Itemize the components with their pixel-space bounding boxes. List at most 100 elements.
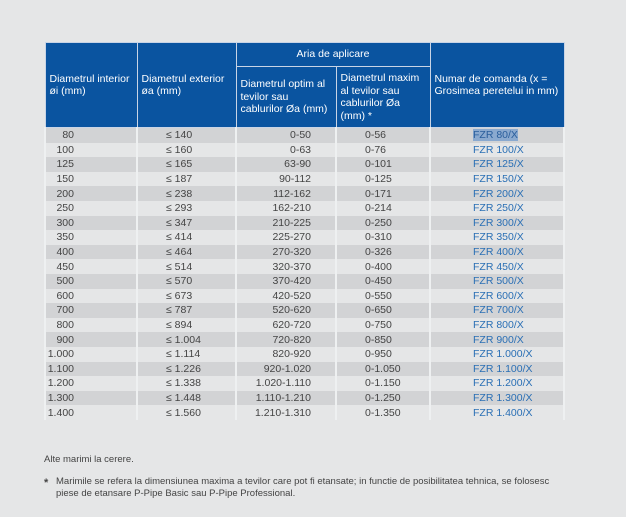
outer-diameter-value: ≤ 160 (166, 143, 193, 156)
order-number-value: FZR 700/X (473, 304, 524, 317)
header-application-range: Aria de aplicare (235, 42, 431, 67)
table-row: 600 ≤ 673 420-520 0-550 FZR 600/X (44, 288, 565, 304)
cell-outer-diameter: ≤ 414 (136, 230, 237, 245)
optimal-range-value: 63-90 (284, 158, 311, 171)
cell-optimal-range: 112-162 (235, 186, 337, 201)
order-number-value: FZR 1.400/X (473, 406, 533, 419)
outer-diameter-value: ≤ 464 (166, 246, 193, 259)
cell-max-range: 0-1.050 (335, 361, 431, 377)
cell-outer-diameter: ≤ 1.114 (136, 346, 237, 362)
cell-order-number: FZR 1.400/X (429, 405, 565, 420)
optimal-range-value: 920-1.020 (263, 362, 311, 375)
max-range-value: 0-1.250 (365, 391, 401, 404)
cell-max-range: 0-101 (335, 157, 431, 172)
outer-diameter-value: ≤ 165 (166, 158, 193, 171)
cell-optimal-range: 270-320 (235, 244, 337, 260)
outer-diameter-value: ≤ 514 (166, 260, 193, 273)
table-row: 500 ≤ 570 370-420 0-450 FZR 500/X (44, 273, 565, 289)
cell-max-range: 0-214 (335, 200, 431, 216)
cell-max-range: 0-250 (335, 215, 431, 231)
cell-outer-diameter: ≤ 160 (136, 142, 237, 158)
cell-max-range: 0-56 (335, 127, 431, 143)
inner-diameter-value: 800 (56, 319, 74, 332)
max-range-value: 0-400 (365, 260, 392, 273)
cell-outer-diameter: ≤ 514 (136, 259, 237, 274)
cell-optimal-range: 1.110-1.210 (235, 390, 337, 406)
optimal-range-value: 210-225 (272, 216, 311, 229)
cell-max-range: 0-400 (335, 259, 431, 274)
optimal-range-value: 820-920 (272, 348, 311, 361)
max-range-value: 0-1.350 (365, 406, 401, 419)
cell-inner-diameter: 400 (44, 244, 138, 260)
cell-max-range: 0-750 (335, 317, 431, 333)
order-number-value: FZR 150/X (473, 173, 524, 186)
cell-outer-diameter: ≤ 1.004 (136, 332, 237, 347)
order-number-value: FZR 500/X (473, 275, 524, 288)
order-number-value: FZR 300/X (473, 216, 524, 229)
inner-diameter-value: 1.400 (47, 406, 74, 419)
cell-max-range: 0-950 (335, 346, 431, 362)
outer-diameter-value: ≤ 1.004 (166, 333, 201, 346)
header-outer-diameter: Diametrul exterior øa (mm) (136, 42, 237, 128)
cell-max-range: 0-550 (335, 288, 431, 304)
table-row: 400 ≤ 464 270-320 0-326 FZR 400/X (44, 244, 565, 260)
table-row: 450 ≤ 514 320-370 0-400 FZR 450/X (44, 259, 565, 274)
cell-outer-diameter: ≤ 570 (136, 273, 237, 289)
cell-optimal-range: 90-112 (235, 171, 337, 187)
cell-inner-diameter: 800 (44, 317, 138, 333)
cell-order-number: FZR 400/X (429, 244, 565, 260)
cell-outer-diameter: ≤ 1.226 (136, 361, 237, 377)
cell-optimal-range: 370-420 (235, 273, 337, 289)
order-number-value: FZR 400/X (473, 246, 524, 259)
inner-diameter-value: 200 (56, 187, 74, 200)
order-number-value: FZR 600/X (473, 289, 524, 302)
cell-order-number: FZR 1.000/X (429, 346, 565, 362)
max-range-value: 0-750 (365, 319, 392, 332)
cell-outer-diameter: ≤ 464 (136, 244, 237, 260)
cell-outer-diameter: ≤ 347 (136, 215, 237, 231)
cell-order-number: FZR 1.200/X (429, 376, 565, 391)
outer-diameter-value: ≤ 673 (166, 289, 193, 302)
cell-order-number: FZR 300/X (429, 215, 565, 231)
optimal-range-value: 1.210-1.310 (254, 406, 311, 419)
outer-diameter-value: ≤ 1.226 (166, 362, 201, 375)
table-row: 200 ≤ 238 112-162 0-171 FZR 200/X (44, 186, 565, 201)
inner-diameter-value: 150 (56, 173, 74, 186)
header-max-diameter: Diametrul maxim al tevilor sau cablurilo… (335, 66, 431, 128)
cell-max-range: 0-310 (335, 230, 431, 245)
cell-outer-diameter: ≤ 293 (136, 200, 237, 216)
asterisk-marker: * (44, 477, 49, 489)
order-number-value: FZR 1.100/X (473, 362, 533, 375)
optimal-range-value: 90-112 (279, 173, 311, 186)
cell-optimal-range: 63-90 (235, 157, 337, 172)
table-row: 800 ≤ 894 620-720 0-750 FZR 800/X (44, 317, 565, 333)
inner-diameter-value: 300 (56, 216, 74, 229)
cell-inner-diameter: 350 (44, 230, 138, 245)
optimal-range-value: 1.110-1.210 (255, 391, 311, 404)
outer-diameter-value: ≤ 1.338 (166, 377, 201, 390)
table-row: 350 ≤ 414 225-270 0-310 FZR 350/X (44, 230, 565, 245)
cell-inner-diameter: 600 (44, 288, 138, 304)
cell-max-range: 0-650 (335, 303, 431, 318)
inner-diameter-value: 500 (56, 275, 74, 288)
cell-outer-diameter: ≤ 673 (136, 288, 237, 304)
optimal-range-value: 0-63 (289, 143, 311, 156)
order-number-value: FZR 450/X (473, 260, 524, 273)
cell-optimal-range: 0-63 (235, 142, 337, 158)
max-range-value: 0-550 (365, 289, 392, 302)
outer-diameter-value: ≤ 293 (166, 202, 193, 215)
order-number-value: FZR 1.000/X (473, 348, 533, 361)
inner-diameter-value: 250 (56, 202, 74, 215)
order-number-value: FZR 1.300/X (473, 391, 533, 404)
optimal-range-value: 270-320 (272, 246, 311, 259)
cell-optimal-range: 225-270 (235, 230, 337, 245)
cell-max-range: 0-1.250 (335, 390, 431, 406)
optimal-range-value: 225-270 (272, 231, 311, 244)
cell-order-number: FZR 350/X (429, 230, 565, 245)
order-number-value: FZR 200/X (473, 187, 524, 200)
cell-optimal-range: 820-920 (235, 346, 337, 362)
optimal-range-value: 720-820 (272, 333, 311, 346)
product-table: Diametrul interior øi (mm) Diametrul ext… (44, 42, 565, 420)
cell-optimal-range: 0-50 (235, 127, 337, 143)
cell-inner-diameter: 80 (44, 127, 138, 143)
